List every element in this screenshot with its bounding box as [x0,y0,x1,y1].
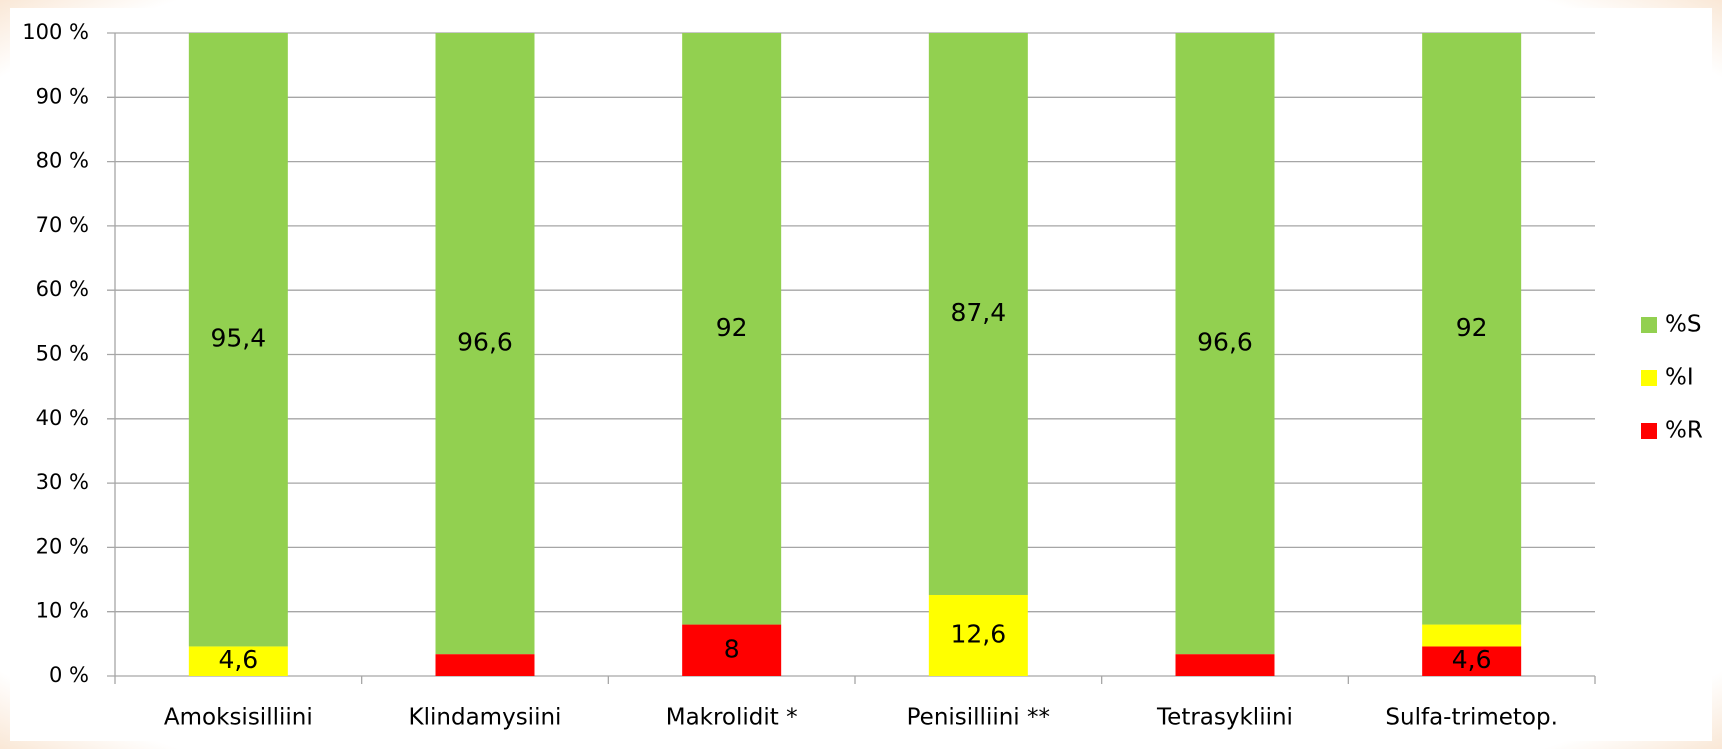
x-tick-label: Tetrasykliini [1156,705,1293,731]
y-tick-label: 30 % [36,470,89,494]
bar-segment [928,33,1028,595]
y-tick-label: 20 % [36,534,89,558]
x-tick-label: Makrolidit * [666,705,798,731]
bar-segment [1422,624,1522,647]
data-label: 4,6 [1452,645,1492,674]
bar-segment [188,33,288,647]
legend-swatch [1641,317,1657,333]
bar-segment [188,646,288,676]
bar-segment [1422,646,1522,676]
legend-label: %I [1665,365,1694,391]
data-label: 8 [724,634,740,663]
data-label: 96,6 [457,328,513,357]
data-label: 95,4 [210,324,266,353]
data-label: 92 [716,313,748,342]
legend-label: %S [1665,312,1701,338]
x-tick-label: Penisilliini ** [907,705,1050,731]
y-tick-label: 40 % [36,406,89,430]
bar-segment [435,33,535,655]
data-label: 4,6 [218,645,258,674]
data-label: 92 [1456,313,1488,342]
y-tick-label: 50 % [36,342,89,366]
x-tick-label: Amoksisilliini [164,705,313,731]
bar-segment [682,624,782,676]
legend-label: %R [1665,418,1703,444]
y-tick-label: 60 % [36,277,89,301]
y-tick-label: 70 % [36,213,89,237]
y-tick-label: 90 % [36,84,89,108]
y-tick-label: 80 % [36,149,89,173]
data-label: 87,4 [950,298,1006,327]
data-label: 96,6 [1197,328,1253,357]
bar-segment [1175,654,1275,676]
legend-swatch [1641,423,1657,439]
x-tick-label: Sulfa-trimetop. [1385,705,1557,731]
legend-swatch [1641,370,1657,386]
bar-segment [1175,33,1275,655]
bar-segment [682,33,782,625]
y-tick-label: 100 % [22,20,89,44]
data-label: 12,6 [950,619,1006,648]
bar-segment [1422,33,1522,625]
y-tick-label: 10 % [36,599,89,623]
bar-segment [435,654,535,676]
y-tick-label: 0 % [49,663,89,687]
x-tick-label: Klindamysiini [409,705,562,731]
bar-segment [928,594,1028,676]
